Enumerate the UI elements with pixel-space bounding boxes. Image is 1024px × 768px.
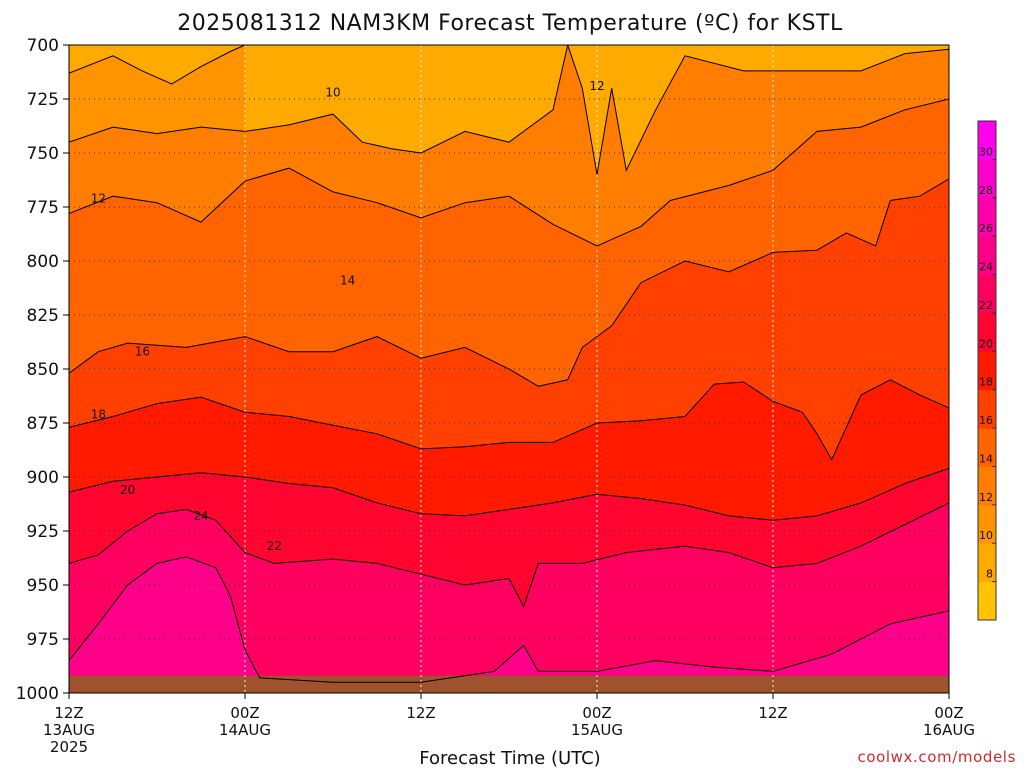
x-tick-label-3-1: 00Z — [582, 704, 611, 722]
colorbar-label-24: 24 — [979, 261, 993, 274]
x-tick-label-0-1: 12Z — [54, 704, 83, 722]
colorbar-swatch-10 — [978, 504, 996, 544]
contour-16-4 — [69, 178, 949, 387]
ground-band — [69, 675, 949, 693]
x-tick-label-0-3: 2025 — [50, 738, 88, 756]
band-22-7 — [69, 502, 949, 693]
credit-text: coolwx.com/models — [858, 748, 1017, 766]
y-axis: 700 725 750 775 800 825 850 875 900 925 950 975 1000 — [16, 36, 69, 704]
contour-label-14-3: 14 — [340, 273, 355, 287]
contour-label-22-7: 22 — [267, 539, 282, 553]
contour-label-12-2: 12 — [589, 79, 604, 93]
contour-14-3 — [69, 98, 949, 247]
contour-10-0 — [69, 45, 246, 85]
colorbar-frame — [977, 120, 997, 621]
contour-label-10-0: 10 — [325, 86, 340, 100]
colorbar-label-16: 16 — [979, 414, 993, 427]
colorbar-label-26: 26 — [979, 222, 993, 235]
x-axis-title: Forecast Time (UTC) — [419, 748, 600, 768]
colorbar-swatch-6 — [978, 581, 996, 621]
colorbar-swatch-8 — [978, 543, 996, 583]
x-tick-label-5-2: 16AUG — [923, 721, 975, 739]
x-tick-label-4-1: 12Z — [758, 704, 787, 722]
contour-18-5 — [69, 379, 949, 461]
x-tick-label-0-2: 13AUG — [43, 721, 95, 739]
y-tick-label-900: 900 — [27, 468, 59, 488]
colorbar-label-30: 30 — [979, 145, 993, 158]
x-tick-label-1-2: 14AUG — [219, 721, 271, 739]
colorbar-swatch-18 — [978, 351, 996, 391]
colorbar-swatch-16 — [978, 389, 996, 429]
colorbar-label-14: 14 — [979, 452, 993, 465]
contour-lines — [69, 45, 949, 683]
x-tick-label-5-1: 00Z — [934, 704, 963, 722]
y-tick-label-875: 875 — [27, 414, 59, 434]
x-tick-label-1-1: 00Z — [230, 704, 259, 722]
contour-12-2 — [567, 45, 949, 175]
colorbar-label-22: 22 — [979, 299, 993, 312]
colorbar-swatch-26 — [978, 197, 996, 237]
y-tick-label-1000: 1000 — [16, 684, 59, 704]
colorbar-label-8: 8 — [986, 568, 993, 581]
y-tick-label-925: 925 — [27, 522, 59, 542]
contour-label-16-4: 16 — [135, 345, 150, 359]
contour-20-6 — [69, 467, 949, 521]
colorbar-swatch-20 — [978, 312, 996, 352]
colorbar-label-28: 28 — [979, 184, 993, 197]
colorbar-label-20: 20 — [979, 337, 993, 350]
temperature-bands — [69, 45, 949, 693]
x-tick-label-3-2: 15AUG — [571, 721, 623, 739]
contour-label-24-8: 24 — [193, 509, 208, 523]
plot-area: 10 12 12 14 16 18 20 22 24 — [68, 44, 950, 694]
ground-surface — [69, 675, 949, 693]
contour-12-1 — [69, 45, 569, 154]
colorbar-swatch-28 — [978, 159, 996, 199]
y-tick-label-825: 825 — [27, 306, 59, 326]
y-tick-label-725: 725 — [27, 90, 59, 110]
chart-title: 2025081312 NAM3KM Forecast Temperature (… — [177, 11, 843, 36]
y-tick-label-950: 950 — [27, 576, 59, 596]
contour-label-20-6: 20 — [120, 483, 135, 497]
colorbar-swatch-14 — [978, 428, 996, 467]
grid-lines — [68, 45, 950, 693]
colorbar-swatch-12 — [978, 466, 996, 506]
colorbar-swatch-24 — [978, 236, 996, 276]
x-tick-label-2-1: 12Z — [406, 704, 435, 722]
colorbar-swatch-30 — [978, 121, 996, 160]
colorbar-legend: 8 10 12 14 16 18 20 22 24 26 28 30 — [977, 120, 997, 621]
contour-22-7 — [69, 502, 949, 608]
contour-24-8 — [69, 556, 949, 683]
colorbar-label-12: 12 — [979, 491, 993, 504]
colorbar-label-18: 18 — [979, 376, 993, 389]
y-tick-label-800: 800 — [27, 252, 59, 272]
contour-label-18-5: 18 — [91, 407, 106, 421]
y-tick-label-850: 850 — [27, 360, 59, 380]
colorbar-label-10: 10 — [979, 529, 993, 542]
contour-labels: 10 12 12 14 16 18 20 22 24 — [91, 79, 605, 553]
colorbar-swatch-22 — [978, 274, 996, 314]
y-tick-label-975: 975 — [27, 630, 59, 650]
y-tick-label-750: 750 — [27, 144, 59, 164]
y-tick-label-700: 700 — [27, 36, 59, 56]
contour-label-12-1: 12 — [91, 191, 106, 205]
y-tick-label-775: 775 — [27, 198, 59, 218]
